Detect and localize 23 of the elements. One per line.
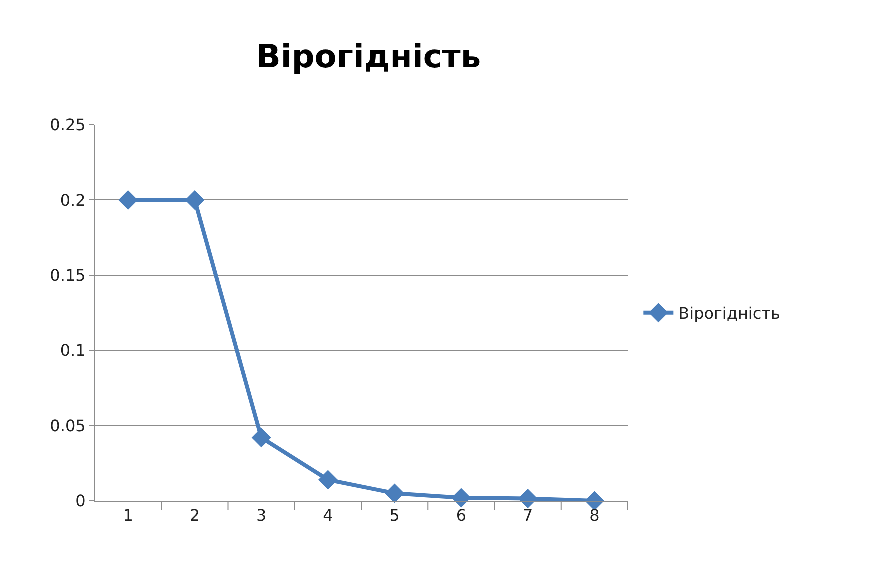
x-tick-label: 8 (590, 506, 600, 526)
x-tick-label: 2 (190, 506, 200, 526)
point (118, 190, 138, 210)
y-tick-label: 0.2 (60, 190, 86, 210)
x-tick-label: 5 (390, 506, 400, 526)
x-tick-label: 6 (456, 506, 467, 526)
y-tick-label: 0.1 (60, 341, 86, 360)
point (318, 470, 338, 490)
point (385, 484, 405, 504)
x-tick-label: 7 (522, 506, 534, 526)
y-tick-label: 0 (76, 492, 86, 511)
y-tick-label: 0.15 (50, 266, 86, 285)
point (518, 488, 538, 508)
chart-title: Вірогідність (256, 37, 482, 76)
x-tick-label: 3 (256, 506, 267, 526)
y-tick-label: 0.25 (50, 116, 86, 135)
point (185, 190, 205, 210)
x-tick-label: 1 (123, 506, 134, 526)
legend-label: Вірогідність (678, 304, 780, 324)
point (252, 428, 272, 448)
x-tick-label: 4 (323, 506, 334, 526)
y-tick-label: 0.05 (50, 416, 86, 436)
point (452, 488, 472, 508)
